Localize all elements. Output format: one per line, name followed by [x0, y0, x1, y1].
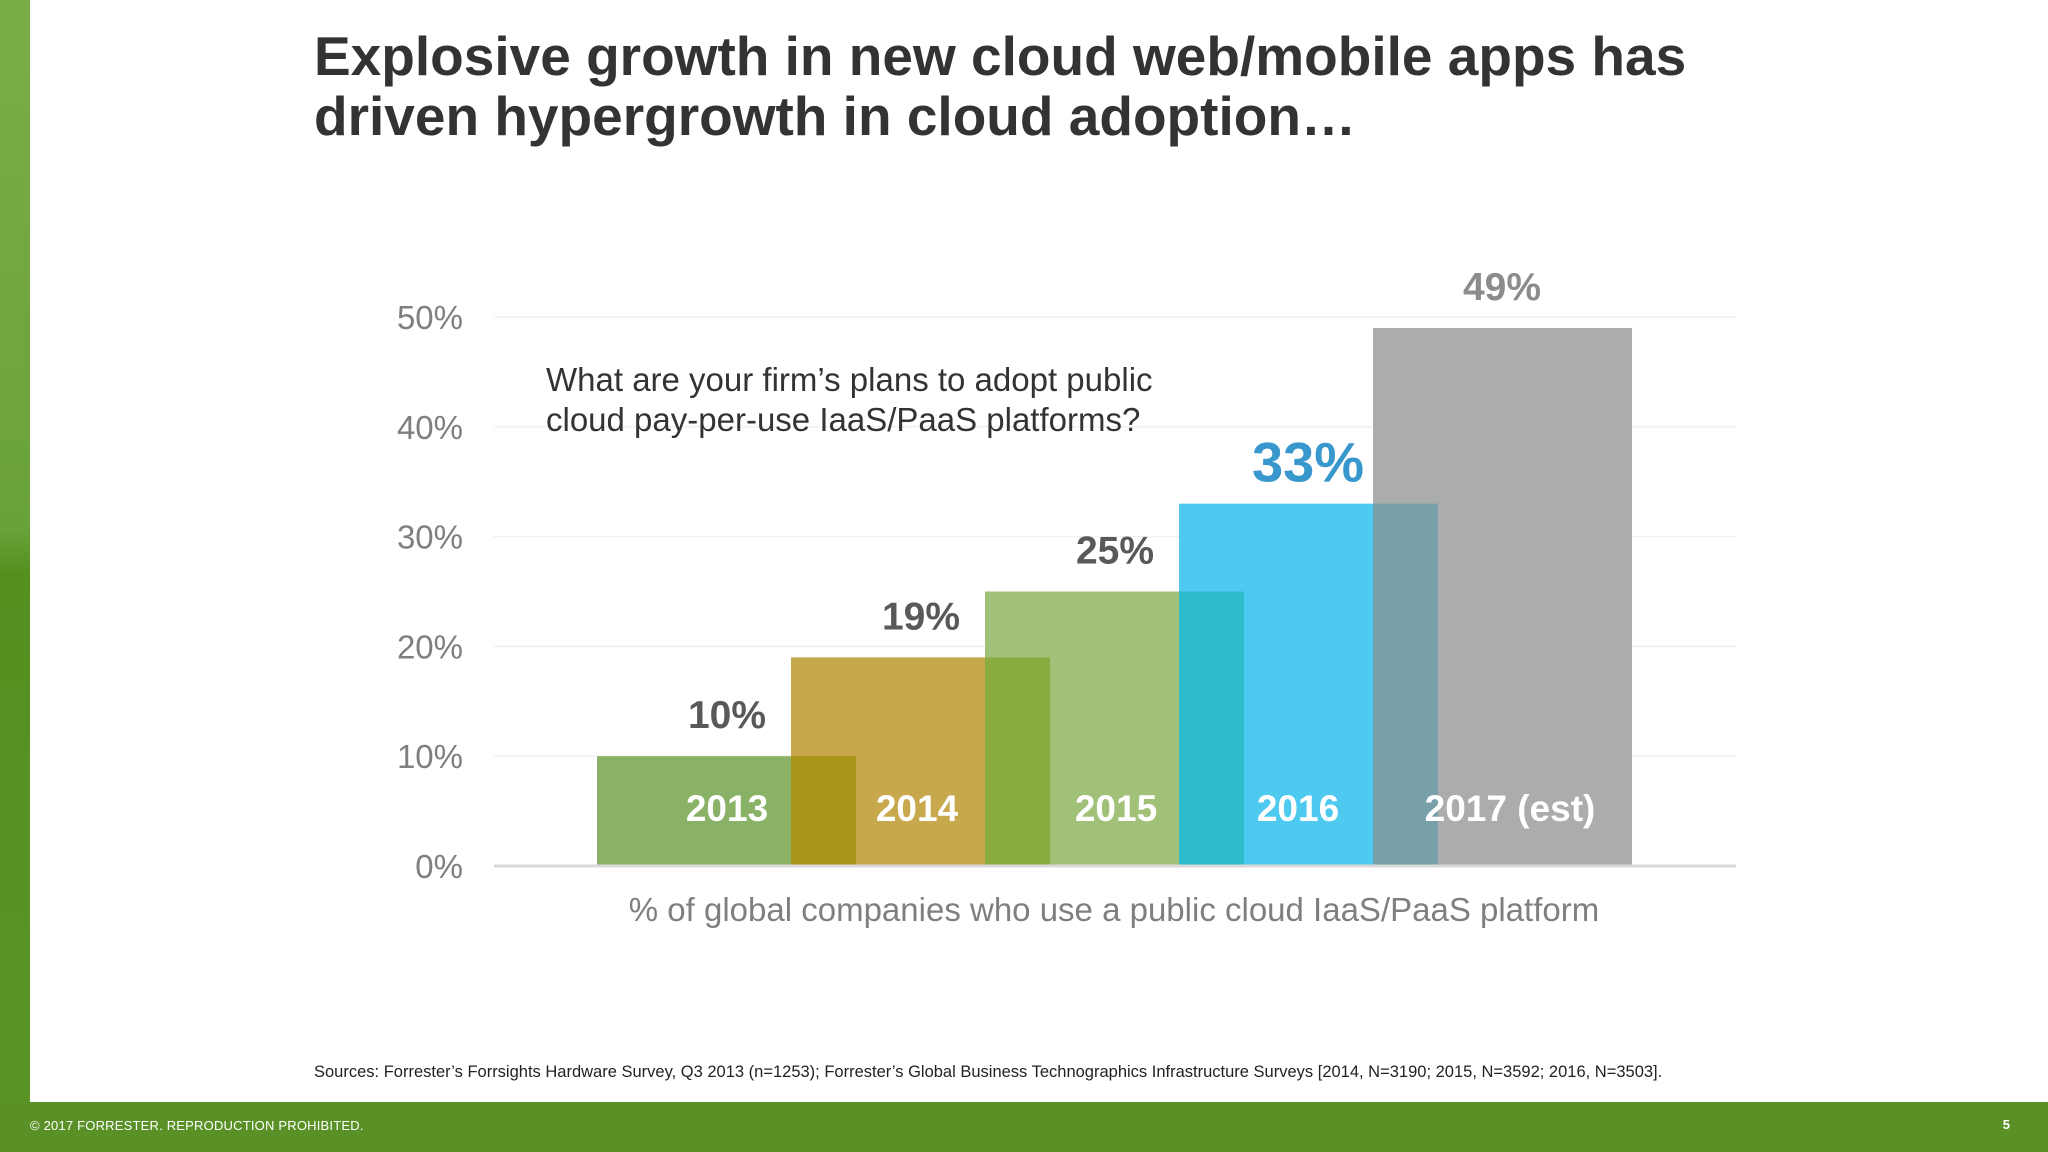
left-accent-strip	[0, 0, 30, 1102]
y-tick-label: 50%	[397, 299, 463, 336]
y-tick-label: 10%	[397, 738, 463, 775]
title-line-1: Explosive growth in new cloud web/mobile…	[314, 25, 1687, 87]
value-labels: 10% 19% 25% 33% 49%	[688, 266, 1541, 737]
y-axis-ticks: 0% 10% 20% 30% 40% 50%	[397, 299, 463, 885]
copyright-notice: © 2017 FORRESTER. REPRODUCTION PROHIBITE…	[30, 1118, 364, 1133]
slide-title: Explosive growth in new cloud web/mobile…	[314, 26, 1814, 146]
page-number: 5	[2002, 1117, 2010, 1132]
y-tick-label: 30%	[397, 519, 463, 556]
value-label: 25%	[1076, 530, 1154, 573]
title-line-2: driven hypergrowth in cloud adoption…	[314, 85, 1356, 147]
y-tick-label: 40%	[397, 409, 463, 446]
value-label: 19%	[882, 595, 960, 638]
bar-overlap	[1373, 503, 1438, 866]
survey-question-line-2: cloud pay-per-use IaaS/PaaS platforms?	[546, 401, 1140, 438]
y-tick-label: 20%	[397, 628, 463, 665]
category-label: 2015	[1075, 788, 1157, 829]
category-label: 2016	[1257, 788, 1339, 829]
category-labels: 2013 2014 2015 2016 2017 (est)	[686, 788, 1596, 829]
value-label: 33%	[1252, 431, 1364, 494]
bar-overlap	[791, 756, 856, 866]
bar-overlaps	[791, 503, 1438, 866]
value-label: 49%	[1463, 266, 1541, 309]
x-axis-label: % of global companies who use a public c…	[629, 891, 1599, 928]
value-label: 10%	[688, 694, 766, 737]
y-tick-label: 0%	[415, 848, 463, 885]
category-label: 2017 (est)	[1425, 788, 1596, 829]
category-label: 2014	[876, 788, 959, 829]
survey-question-line-1: What are your firm’s plans to adopt publ…	[546, 361, 1153, 398]
bar-overlap	[985, 657, 1050, 866]
category-label: 2013	[686, 788, 768, 829]
sources-note: Sources: Forrester’s Forrsights Hardware…	[314, 1063, 1663, 1081]
bar-overlap	[1179, 591, 1244, 866]
bar-chart: 0%10%20%30%40%50% 10%19%25%33%49% 2013 20…	[397, 266, 1736, 928]
footer-bar	[0, 1102, 2048, 1152]
